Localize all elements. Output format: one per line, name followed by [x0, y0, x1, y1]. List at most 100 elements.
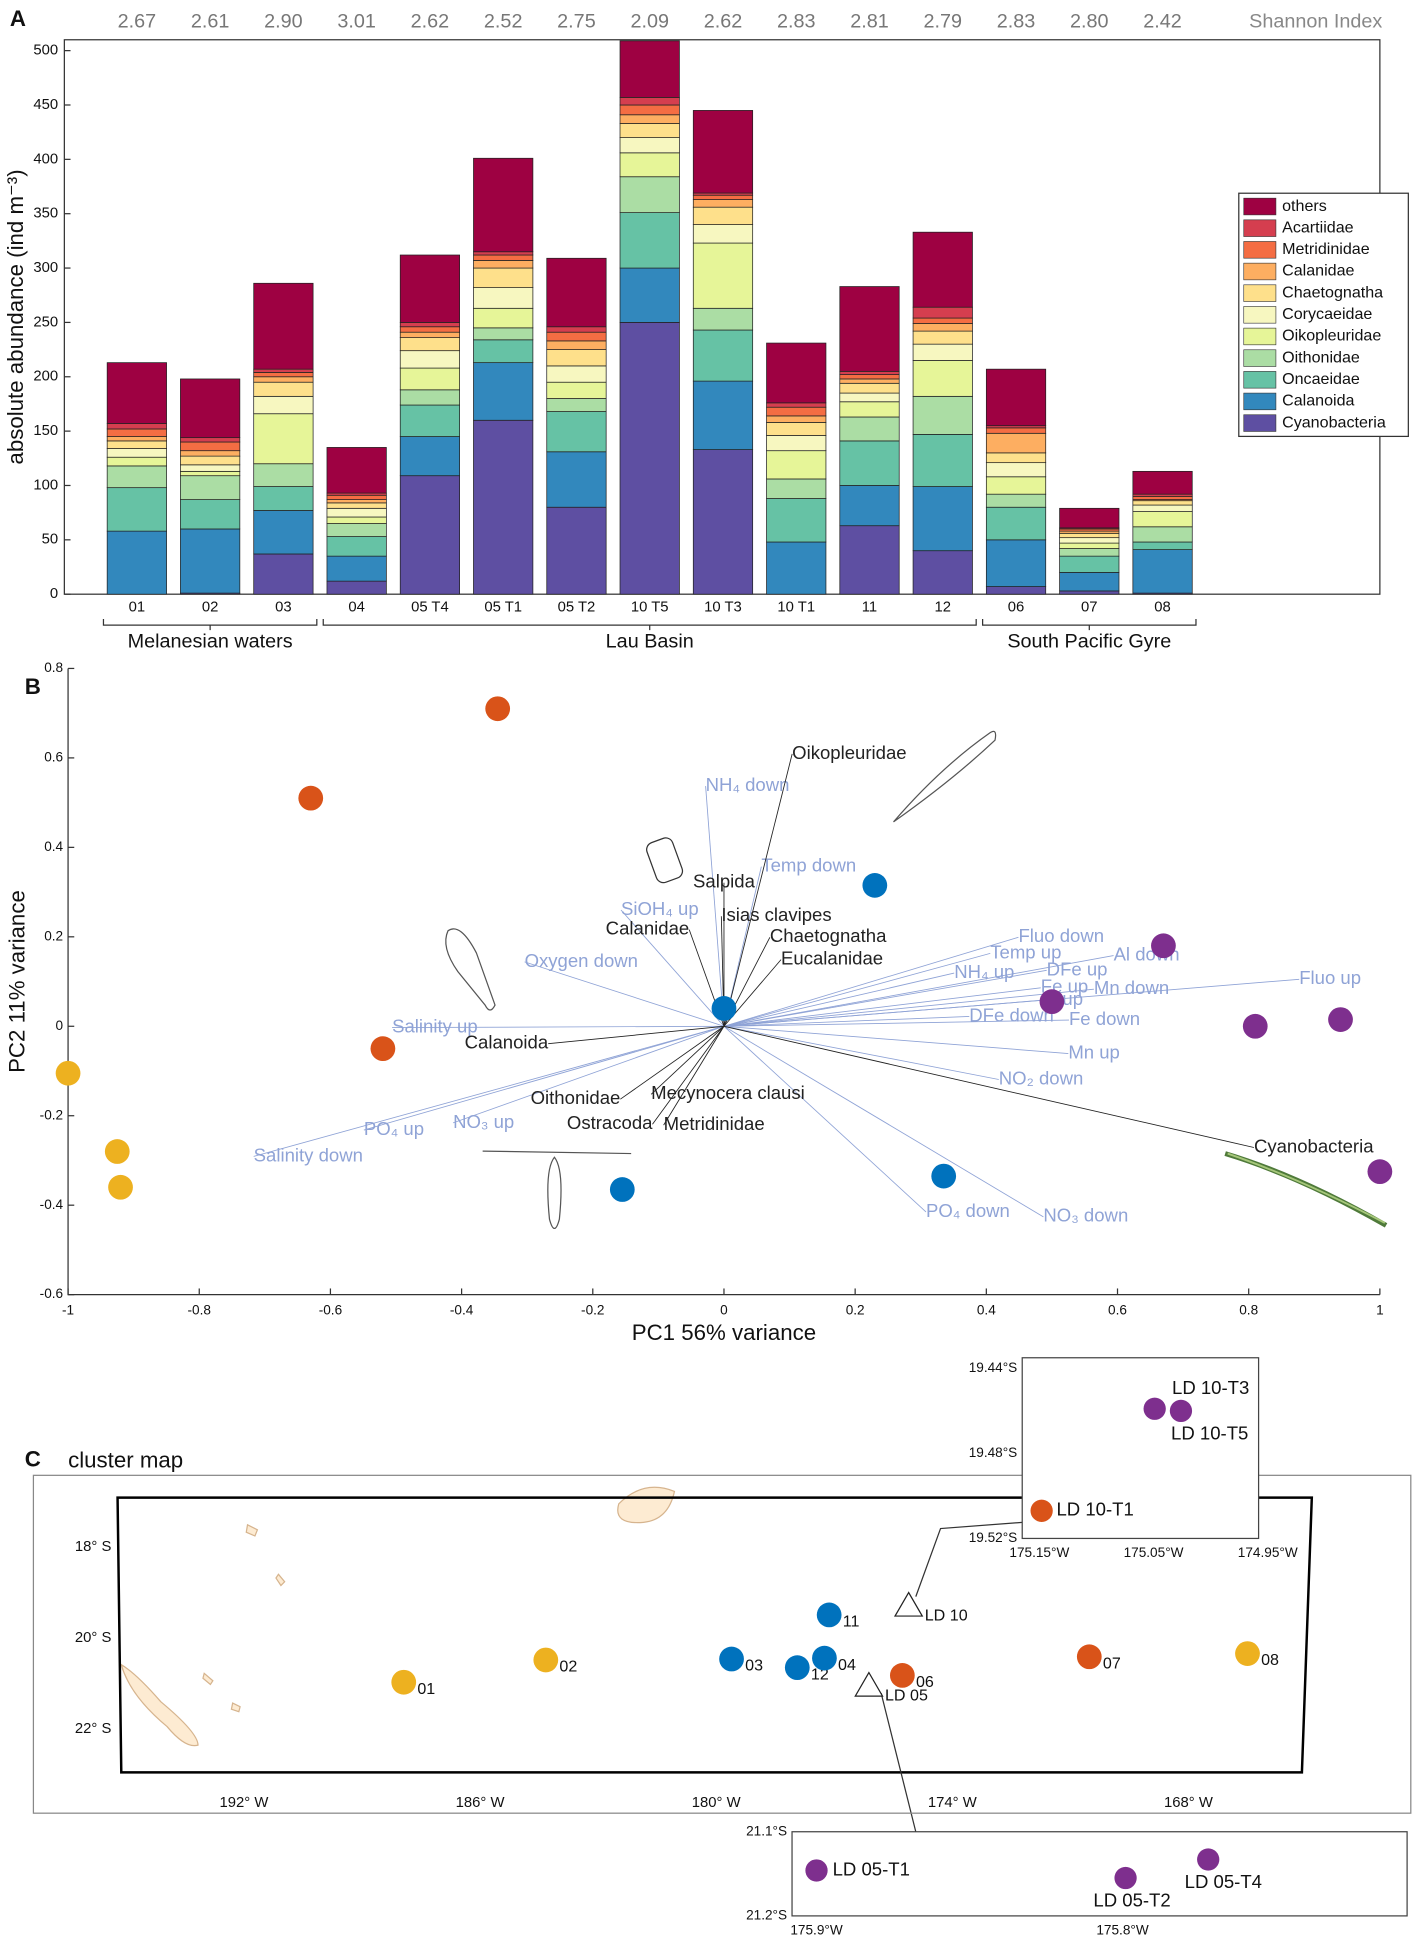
x-tick-label: 04: [348, 600, 365, 616]
shannon-value: 2.83: [777, 11, 816, 33]
x-tick-label: 0.8: [1239, 1302, 1258, 1317]
inset-lat-label: 19.44°S: [969, 1360, 1018, 1375]
x-tick-label: 10 T3: [704, 600, 742, 616]
bar-segment: [106, 465, 167, 489]
bar-segment: [326, 516, 387, 524]
environment-label: Salinity up: [392, 1016, 478, 1037]
bar-segment: [766, 342, 827, 404]
environment-vector: [723, 1019, 1069, 1027]
inset-frame: [791, 1831, 1408, 1917]
y-tick-label: 0.4: [44, 839, 63, 854]
group-bracket: [322, 618, 977, 631]
site-point: [862, 873, 888, 898]
study-area: [116, 1496, 1314, 1774]
lat-label: 18° S: [75, 1539, 112, 1555]
environment-vector: [524, 961, 725, 1027]
bar-segment: [253, 282, 314, 370]
bar-segment: [1132, 500, 1193, 506]
inset-site-label: LD 10-T5: [1171, 1422, 1248, 1443]
x-tick-label: 10 T1: [777, 600, 815, 616]
site-point: [784, 1655, 810, 1681]
environment-vector: [723, 1025, 1044, 1218]
bar-segment: [692, 110, 754, 194]
y-tick-label: -0.2: [40, 1107, 63, 1122]
bar-segment: [766, 406, 827, 417]
bar-segment: [106, 428, 167, 437]
y-tick-label: 500: [33, 43, 58, 59]
bar-segment: [326, 580, 387, 595]
environment-vector: [723, 1025, 999, 1080]
environment-vector: [723, 978, 1300, 1027]
bar-segment: [546, 506, 607, 595]
bar-segment: [985, 493, 1047, 508]
organism-sketch: [482, 1150, 632, 1230]
shannon-value: 2.75: [557, 11, 596, 33]
organism-sketch: [1227, 1152, 1386, 1224]
shannon-value: 2.79: [924, 11, 963, 33]
site-point: [1367, 1159, 1393, 1185]
y-tick-label: 300: [33, 260, 58, 276]
site-label: 11: [843, 1613, 860, 1631]
environment-vector: [723, 988, 1094, 1027]
x-tick-label: 1: [1376, 1302, 1384, 1317]
y-tick-label: 150: [33, 423, 58, 439]
bar-segment: [180, 378, 241, 439]
species-vector: [723, 1025, 1255, 1148]
environment-vector: [723, 1025, 927, 1213]
species-label: Oithonidae: [531, 1087, 621, 1108]
bar-segment: [473, 267, 534, 288]
bar-segment: [912, 434, 973, 487]
bar-segment: [253, 553, 314, 595]
bar-segment: [912, 330, 973, 345]
bar-segment: [473, 251, 534, 256]
x-tick-label: 0: [720, 1302, 728, 1317]
bar-segment: [106, 456, 167, 467]
bar-segment: [473, 307, 534, 329]
bar-segment: [180, 441, 241, 452]
bar-segment: [473, 287, 534, 309]
bar-segment: [473, 157, 534, 253]
bar-segment: [1132, 541, 1193, 550]
environment-vector: [723, 1025, 1069, 1054]
environment-vector: [705, 786, 725, 1027]
organism-sketch: [893, 730, 997, 823]
bar-segment: [399, 350, 460, 369]
species-vector: [652, 1026, 725, 1125]
lon-label: 186° W: [456, 1795, 505, 1811]
legend-swatch: [1243, 371, 1277, 389]
bar-segment: [546, 381, 607, 399]
shannon-value: 2.80: [1070, 11, 1109, 33]
site-point: [711, 996, 737, 1021]
bar-segment: [1132, 549, 1193, 594]
x-tick-label: -1: [62, 1302, 74, 1317]
bar-segment: [180, 470, 241, 477]
bar-segment: [180, 450, 241, 457]
environment-vector: [392, 1025, 724, 1029]
bar-segment: [839, 382, 900, 394]
bar-segment: [985, 462, 1047, 478]
bar-segment: [839, 378, 900, 384]
site-point: [889, 1663, 915, 1688]
y-tick-label: -0.4: [40, 1197, 64, 1212]
island: [120, 1663, 199, 1747]
legend-label: Metridinidae: [1282, 240, 1370, 258]
environment-label: DFe down: [969, 1004, 1054, 1025]
lat-label: 22° S: [75, 1721, 112, 1737]
group-label: South Pacific Gyre: [1007, 631, 1171, 653]
site-point: [370, 1036, 396, 1062]
bar-segment: [619, 152, 680, 178]
bar-segment: [399, 475, 460, 595]
site-point: [1235, 1641, 1260, 1666]
bar-segment: [1059, 507, 1120, 529]
species-label: Ostracoda: [567, 1112, 653, 1133]
bar-segment: [253, 372, 314, 378]
bar-segment: [106, 448, 167, 458]
legend-swatch: [1243, 349, 1277, 367]
bar-segment: [546, 326, 607, 333]
bar-segment: [326, 536, 387, 557]
station-label: LD 10: [925, 1606, 968, 1624]
bar-segment: [253, 510, 314, 555]
bar-segment: [473, 260, 534, 269]
environment-vector: [723, 969, 1047, 1027]
y-tick-label: 400: [33, 151, 58, 167]
